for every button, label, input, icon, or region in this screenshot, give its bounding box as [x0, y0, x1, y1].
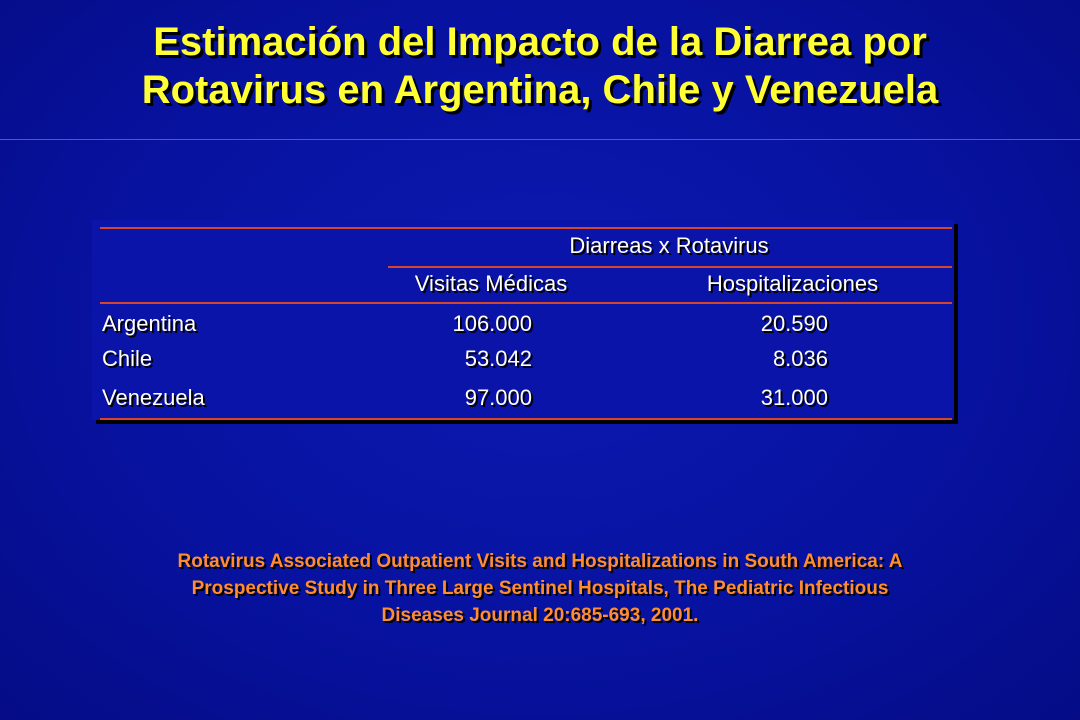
title-divider — [0, 139, 1080, 140]
group-header-rule — [388, 266, 952, 268]
citation: Rotavirus Associated Outpatient Visits a… — [40, 548, 1040, 629]
cell-visits-venezuela: 97.000 — [400, 385, 532, 411]
cell-visits-chile: 53.042 — [400, 346, 532, 372]
group-header: Diarreas x Rotavirus — [388, 233, 950, 259]
citation-line-3: Diseases Journal 20:685-693, 2001. — [40, 602, 1040, 629]
column-header-hospitalizations: Hospitalizaciones — [650, 271, 935, 297]
row-label-venezuela: Venezuela — [102, 385, 302, 411]
table-bottom-rule — [100, 418, 952, 420]
column-header-rule — [100, 302, 952, 304]
slide-title-line-2: Rotavirus en Argentina, Chile y Venezuel… — [0, 66, 1080, 114]
citation-line-2: Prospective Study in Three Large Sentine… — [40, 575, 1040, 602]
citation-line-1: Rotavirus Associated Outpatient Visits a… — [40, 548, 1040, 575]
slide-title-line-1: Estimación del Impacto de la Diarrea por — [0, 18, 1080, 66]
cell-hospitalizations-argentina: 20.590 — [700, 311, 828, 337]
slide-title: Estimación del Impacto de la Diarrea por… — [0, 18, 1080, 114]
column-header-visits: Visitas Médicas — [388, 271, 594, 297]
cell-hospitalizations-venezuela: 31.000 — [700, 385, 828, 411]
cell-hospitalizations-chile: 8.036 — [700, 346, 828, 372]
row-label-argentina: Argentina — [102, 311, 302, 337]
table-top-rule — [100, 227, 952, 229]
cell-visits-argentina: 106.000 — [400, 311, 532, 337]
row-label-chile: Chile — [102, 346, 302, 372]
